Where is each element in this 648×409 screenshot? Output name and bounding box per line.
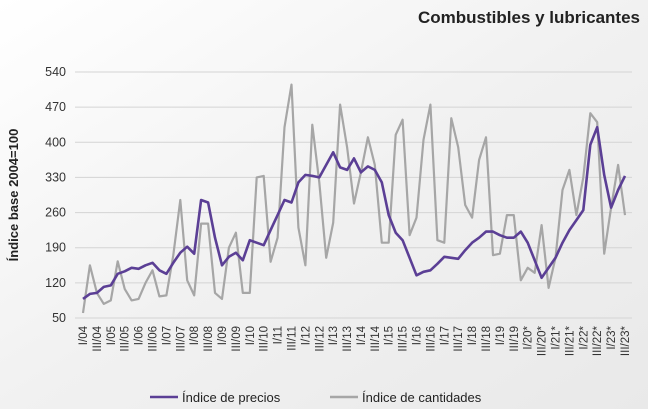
y-tick-label: 50 <box>52 311 66 325</box>
x-tick-label: I/16 <box>412 326 424 345</box>
y-tick-label: 260 <box>45 206 66 220</box>
x-tick-label: I/23* <box>606 325 618 349</box>
x-tick-label: I/06 <box>134 326 146 345</box>
x-tick-label: III/15 <box>398 326 410 352</box>
x-tick-label: I/04 <box>78 325 90 345</box>
x-tick-label: III/05 <box>120 326 132 352</box>
x-tick-label: I/09 <box>217 326 229 345</box>
y-axis-title: Índice base 2004=100 <box>6 129 21 262</box>
x-tick-label: I/15 <box>384 326 396 345</box>
x-tick-label: I/18 <box>467 326 479 345</box>
x-tick-label: III/11 <box>286 326 298 351</box>
x-tick-label: III/19 <box>509 326 521 352</box>
x-tick-label: I/08 <box>189 326 201 345</box>
x-tick-label: I/17 <box>439 326 451 345</box>
x-tick-label: III/16 <box>425 326 437 352</box>
x-tick-label: I/11 <box>273 326 285 344</box>
x-tick-label: I/22* <box>578 325 590 349</box>
x-tick-label: I/20* <box>523 325 535 349</box>
x-tick-label: III/20* <box>537 325 549 356</box>
x-tick-label: III/13 <box>342 326 354 352</box>
x-tick-label: I/05 <box>106 326 118 345</box>
line-series <box>82 125 627 300</box>
x-tick-label: I/12 <box>300 326 312 345</box>
legend-label: Índice de precios <box>182 390 281 405</box>
x-tick-label: III/23* <box>620 325 632 356</box>
y-tick-label: 540 <box>45 65 66 79</box>
legend-label: Índice de cantidades <box>362 390 482 405</box>
y-tick-label: 470 <box>45 100 66 114</box>
x-tick-label: III/21* <box>564 325 576 356</box>
y-tick-label: 330 <box>45 170 66 184</box>
line-series <box>81 83 627 314</box>
x-tick-label: I/07 <box>161 326 173 345</box>
x-tick-label: III/04 <box>92 325 104 351</box>
y-tick-label: 400 <box>45 135 66 149</box>
x-tick-label: III/08 <box>203 326 215 352</box>
x-tick-label: III/17 <box>453 326 465 352</box>
x-tick-label: I/13 <box>328 326 340 345</box>
x-tick-label: III/18 <box>481 326 493 352</box>
x-tick-label: III/14 <box>370 325 382 351</box>
x-tick-label: I/21* <box>551 325 563 349</box>
x-tick-label: I/10 <box>245 326 257 345</box>
x-tick-label: I/19 <box>495 326 507 345</box>
x-tick-label: I/14 <box>356 325 368 345</box>
x-tick-label: III/09 <box>231 326 243 352</box>
chart-title: Combustibles y lubricantes <box>418 8 640 27</box>
x-tick-label: III/07 <box>175 326 187 352</box>
x-tick-label: III/10 <box>259 326 271 352</box>
y-tick-label: 190 <box>45 241 66 255</box>
x-tick-label: III/06 <box>147 326 159 352</box>
x-tick-label: III/12 <box>314 326 326 352</box>
x-tick-label: III/22* <box>592 325 604 356</box>
y-tick-label: 120 <box>45 276 66 290</box>
